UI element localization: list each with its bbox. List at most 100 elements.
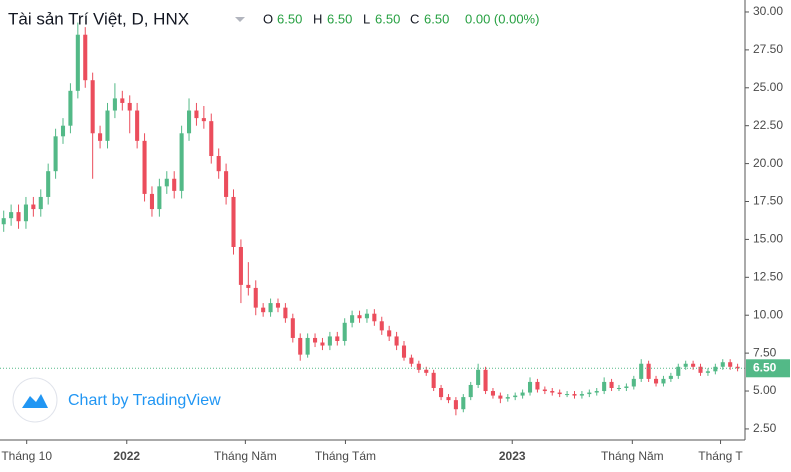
candle-body (542, 389, 547, 392)
candle-body (498, 395, 503, 399)
candle-body (23, 204, 28, 222)
candle-body (231, 196, 236, 247)
candle-body (646, 363, 651, 379)
candle-body (676, 366, 681, 376)
candle-body (238, 246, 243, 285)
candle-body (594, 391, 599, 393)
legend-value: 6.50 (375, 11, 400, 26)
candle-body (9, 212, 14, 219)
x-tick-label: Tháng 10 (1, 449, 52, 463)
candle-body (320, 342, 325, 346)
candle-body (90, 80, 95, 134)
watermark-badge (12, 377, 58, 423)
candle-body (550, 391, 555, 393)
candle-body (246, 284, 251, 288)
x-tick-label: Tháng Tám (315, 449, 376, 463)
candle-body (453, 400, 458, 410)
legend-key: C (410, 11, 419, 26)
y-tick-label: 27.50 (753, 42, 783, 56)
candle-body (298, 337, 303, 355)
candle-body (527, 381, 533, 393)
candle-body (713, 366, 718, 372)
y-tick-label: 30.00 (753, 4, 783, 18)
candle-body (401, 345, 407, 358)
x-tick-label: 2022 (113, 449, 140, 463)
candle-body (505, 397, 510, 399)
candle-body (179, 133, 184, 191)
candle-body (283, 307, 288, 319)
candle-body (579, 394, 584, 396)
candle-body (186, 110, 192, 134)
candle-body (60, 125, 66, 137)
candle-body (105, 110, 110, 141)
candle-body (83, 34, 88, 81)
y-tick-label: 10.00 (753, 307, 783, 321)
candle-body (372, 313, 377, 322)
candle-body (53, 136, 58, 172)
candle-body (468, 384, 473, 398)
y-tick-label: 5.00 (753, 383, 777, 397)
candle-body (261, 307, 266, 313)
y-tick-label: 7.50 (753, 345, 777, 359)
candle-body (335, 336, 340, 341)
candle-body (520, 392, 525, 396)
y-tick-label: 12.50 (753, 269, 783, 283)
candle-body (357, 315, 362, 319)
candle-body (691, 363, 696, 367)
candle-body (216, 156, 221, 172)
candle-body (268, 303, 273, 313)
candle-body (120, 98, 125, 103)
candle-body (624, 386, 629, 388)
last-price-label: 6.50 (753, 360, 777, 374)
candle-body (661, 378, 666, 384)
candle-body (46, 171, 51, 197)
candle-body (668, 375, 673, 379)
candle-body (305, 337, 310, 355)
y-tick-label: 22.50 (753, 118, 783, 132)
candle-body (490, 391, 495, 396)
candle-body (387, 330, 392, 337)
y-tick-label: 20.00 (753, 156, 783, 170)
y-tick-label: 15.00 (753, 232, 783, 246)
legend-value: 6.50 (327, 11, 352, 26)
candle-body (75, 34, 80, 91)
candle-body (683, 363, 688, 367)
candle-body (587, 392, 592, 395)
candle-body (127, 102, 132, 111)
candle-body (290, 318, 295, 338)
watermark[interactable]: Chart by TradingView (12, 377, 221, 423)
candle-body (342, 322, 347, 341)
candle-body (164, 178, 169, 187)
candle-body (253, 287, 258, 308)
candle-body (631, 378, 636, 387)
candle-body (735, 366, 740, 369)
legend-key: H (313, 11, 322, 26)
candle-body (327, 336, 332, 346)
last-price-box (746, 359, 790, 378)
candle-body (639, 363, 644, 379)
y-tick-label: 17.50 (753, 194, 783, 208)
candle-body (1, 218, 6, 225)
candle-body (172, 178, 177, 191)
candle-body (157, 186, 162, 210)
candle-body (535, 381, 540, 390)
candle-body (557, 392, 562, 395)
candle-body (379, 321, 384, 331)
legend-value: 6.50 (277, 11, 302, 26)
legend-change: 0.00 (0.00%) (465, 11, 539, 26)
candle-body (112, 98, 117, 111)
candle-body (38, 196, 43, 210)
candle-body (142, 140, 147, 194)
candle-body (68, 90, 73, 126)
watermark-text[interactable]: Chart by TradingView (68, 392, 221, 409)
candle-body (364, 313, 369, 319)
candle-body (476, 369, 481, 385)
candle-body (394, 336, 399, 346)
candle-body (446, 397, 451, 401)
candle-body (98, 133, 103, 141)
candle-body (439, 387, 444, 398)
candle-body (224, 171, 229, 197)
candle-body (16, 212, 21, 222)
plot (0, 22, 745, 416)
dropdown-arrow[interactable] (235, 17, 245, 22)
